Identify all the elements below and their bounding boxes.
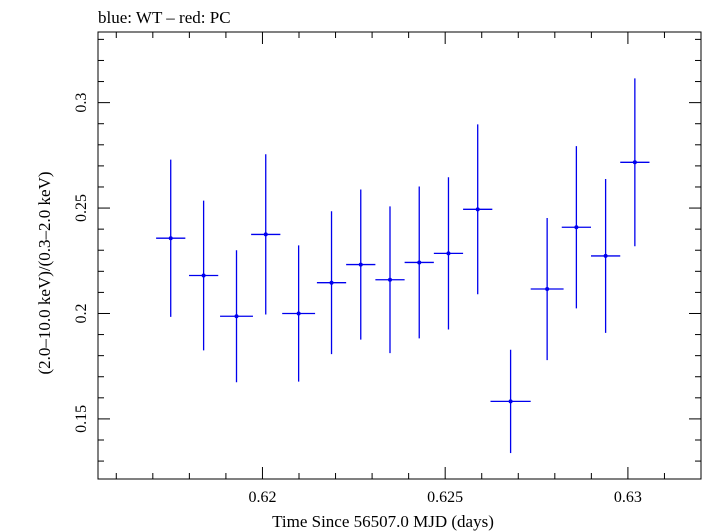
data-point xyxy=(375,206,405,354)
y-tick-label: 0.15 xyxy=(73,405,90,433)
data-point xyxy=(561,146,591,309)
data-point xyxy=(282,245,316,382)
point-marker xyxy=(417,260,422,265)
point-marker xyxy=(329,280,334,285)
y-tick-label: 0.2 xyxy=(73,303,90,323)
data-point xyxy=(316,211,347,355)
point-marker xyxy=(632,160,637,165)
data-point xyxy=(404,186,434,339)
point-marker xyxy=(387,277,392,282)
point-marker xyxy=(234,314,239,319)
data-point xyxy=(530,217,564,361)
data-point xyxy=(251,154,281,315)
y-axis-label: (2.0–10.0 keV)/(0.3–2.0 keV) xyxy=(35,171,54,374)
data-point xyxy=(433,177,464,330)
data-points xyxy=(156,78,650,454)
x-tick-label: 0.63 xyxy=(614,489,642,506)
data-point xyxy=(220,250,253,383)
point-marker xyxy=(263,232,268,237)
point-marker xyxy=(475,207,480,212)
tick-labels: 0.62 0.625 0.63 0.15 0.2 0.25 0.3 xyxy=(73,93,642,506)
axis-ticks xyxy=(98,32,702,479)
point-marker xyxy=(603,253,608,258)
data-point xyxy=(590,178,621,333)
x-axis-label: Time Since 56507.0 MJD (days) xyxy=(272,512,494,531)
plot-frame xyxy=(97,31,702,480)
point-marker xyxy=(574,225,579,230)
y-tick-label: 0.3 xyxy=(73,93,90,113)
data-point xyxy=(490,349,531,454)
point-marker xyxy=(201,273,206,278)
x-tick-label: 0.625 xyxy=(427,489,463,506)
data-point xyxy=(156,159,186,317)
point-marker xyxy=(296,311,301,316)
data-point xyxy=(620,78,650,247)
chart-title: blue: WT – red: PC xyxy=(98,8,231,27)
point-marker xyxy=(508,399,513,404)
point-marker xyxy=(358,262,363,267)
data-point xyxy=(188,200,219,351)
y-tick-label: 0.25 xyxy=(73,194,90,222)
x-tick-label: 0.62 xyxy=(248,489,276,506)
data-point xyxy=(346,189,376,340)
point-marker xyxy=(168,236,173,241)
data-point xyxy=(463,124,493,295)
point-marker xyxy=(446,251,451,256)
point-marker xyxy=(545,287,550,292)
